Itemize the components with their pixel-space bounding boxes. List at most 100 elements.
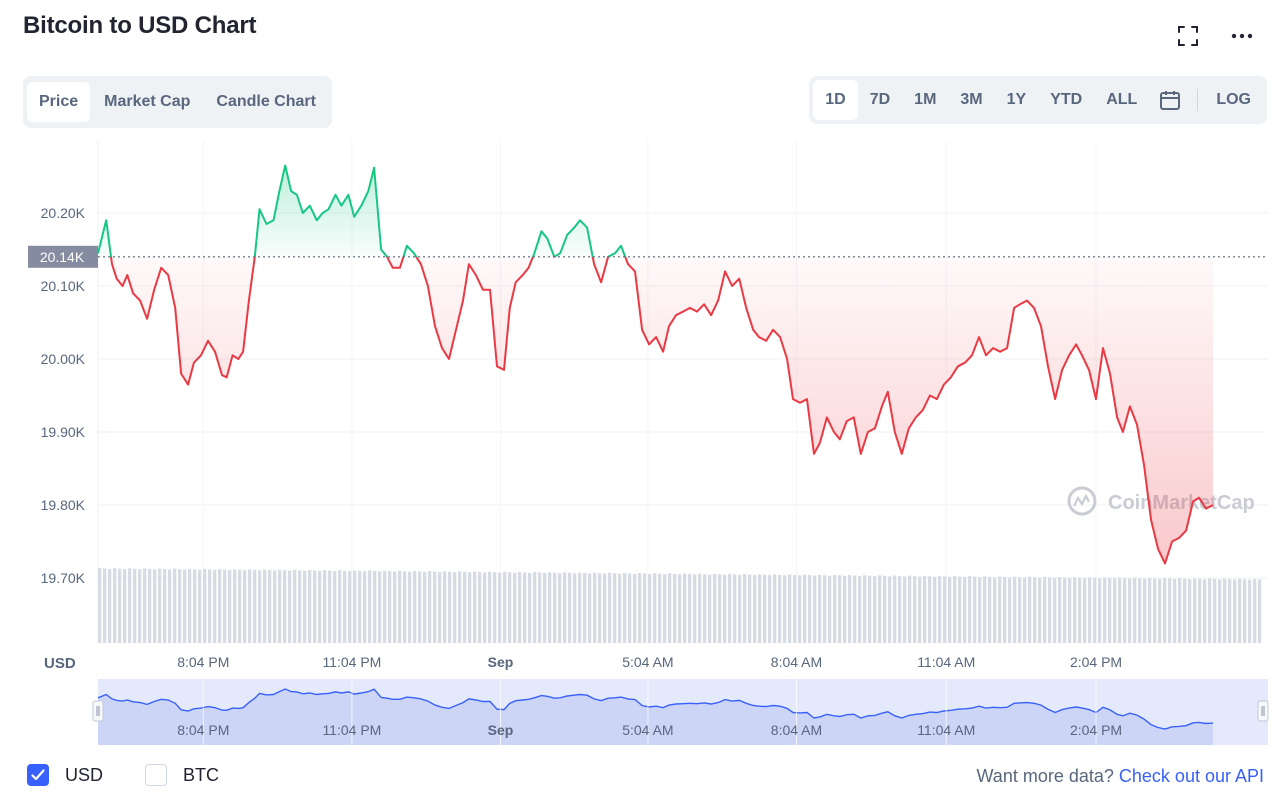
volume-bar (453, 572, 457, 643)
volume-bar (1053, 577, 1057, 643)
x-tick-label: 2:04 PM (1070, 654, 1122, 670)
calendar-icon[interactable] (1149, 80, 1191, 120)
volume-bar (373, 570, 377, 643)
volume-bar (1098, 578, 1102, 643)
volume-bar (908, 575, 912, 643)
y-tick-label: 20.20K (41, 205, 86, 221)
volume-bar (388, 571, 392, 643)
log-scale-toggle[interactable]: LOG (1216, 91, 1251, 108)
volume-bar (573, 573, 577, 643)
btc-checkbox[interactable] (145, 764, 167, 786)
volume-bar (448, 571, 452, 643)
range-1m[interactable]: 1M (914, 91, 937, 108)
volume-bar (963, 576, 967, 643)
navigator-handle-right[interactable] (1257, 700, 1269, 722)
volume-bar (748, 574, 752, 643)
volume-bar (113, 568, 117, 643)
volume-bar (898, 575, 902, 643)
volume-bar (483, 572, 487, 643)
btc-checkbox-group[interactable]: BTC (145, 764, 219, 786)
range-1d[interactable]: 1D (813, 80, 858, 120)
volume-bar (518, 571, 522, 643)
volume-bar (618, 573, 622, 643)
navigator-area (98, 689, 1213, 745)
price-line-down (110, 257, 1214, 565)
volume-bar (658, 573, 662, 643)
volume-bar (443, 571, 447, 643)
range-navigator[interactable]: 8:04 PM 11:04 PM Sep 5:04 AM 8:04 AM 11:04 AM… (92, 679, 1269, 745)
volume-bar (933, 576, 937, 643)
volume-bar (998, 576, 1002, 643)
volume-bar (673, 573, 677, 643)
range-all[interactable]: ALL (1106, 91, 1138, 108)
volume-bar (238, 569, 242, 643)
volume-bar (713, 573, 717, 643)
volume-bar (818, 574, 822, 643)
volume-bar (228, 570, 232, 643)
volume-bar (643, 573, 647, 643)
volume-bar (418, 571, 422, 643)
range-ytd[interactable]: YTD (1050, 91, 1083, 108)
x-tick-label: Sep (488, 654, 514, 670)
volume-bar (913, 576, 917, 643)
volume-bar (508, 572, 512, 643)
volume-bar (1178, 578, 1182, 643)
volume-bar (1228, 579, 1232, 643)
volume-bar (338, 570, 342, 643)
x-tick-label: 11:04 AM (917, 654, 975, 670)
currency-axis-label: USD (44, 655, 76, 672)
volume-bar (188, 568, 192, 643)
volume-bar (1078, 577, 1082, 643)
volume-bar (788, 574, 792, 643)
volume-bar (858, 575, 862, 643)
volume-bar (723, 574, 727, 643)
tab-market-cap[interactable]: Market Cap (104, 93, 191, 110)
volume-bar (1013, 576, 1017, 643)
tab-candle-chart[interactable]: Candle Chart (216, 93, 316, 110)
volume-bar (603, 573, 607, 643)
volume-bar (888, 576, 892, 643)
volume-bar (108, 568, 112, 643)
range-3m[interactable]: 3M (960, 91, 983, 108)
volume-bar (598, 573, 602, 643)
volume-bar (503, 571, 507, 643)
chart-footer: USD BTC Want more data? Check out our AP… (0, 760, 1280, 794)
check-icon (31, 769, 45, 781)
baseline-marker: 20.14K (28, 245, 1268, 268)
y-tick-label: 20.10K (41, 278, 86, 294)
volume-bar (203, 568, 207, 643)
btc-checkbox-label: BTC (183, 764, 219, 785)
fullscreen-icon[interactable] (1174, 22, 1202, 50)
volume-bar (613, 573, 617, 643)
volume-bar (323, 570, 327, 643)
usd-checkbox-group[interactable]: USD (27, 764, 103, 786)
volume-bar (278, 569, 282, 643)
api-link[interactable]: Check out our API (1118, 766, 1264, 786)
volume-bar (163, 569, 167, 643)
volume-bar (588, 573, 592, 643)
more-options-icon[interactable] (1228, 22, 1256, 50)
volume-bar (678, 574, 682, 643)
volume-bar (563, 572, 567, 643)
volume-bar (1148, 577, 1152, 643)
price-area-fill (98, 165, 1213, 564)
page-title: Bitcoin to USD Chart (23, 12, 257, 39)
volume-bar (873, 576, 877, 643)
range-1y[interactable]: 1Y (1006, 91, 1027, 108)
volume-bar (958, 576, 962, 643)
tab-price[interactable]: Price (27, 82, 91, 122)
usd-checkbox[interactable] (27, 764, 49, 786)
navigator-handle-left[interactable] (92, 700, 104, 722)
volume-bar (253, 569, 257, 643)
volume-bar (653, 573, 657, 643)
volume-bar (688, 573, 692, 643)
volume-bar (1223, 578, 1227, 643)
y-tick-label: 19.90K (41, 424, 86, 440)
volume-bar (793, 574, 797, 643)
volume-bar (758, 574, 762, 643)
volume-bar (533, 572, 537, 643)
range-7d[interactable]: 7D (869, 91, 891, 108)
volume-bar (883, 575, 887, 643)
volume-bar (988, 576, 992, 643)
chart-type-tabs: Price Market Cap Candle Chart (23, 76, 332, 128)
